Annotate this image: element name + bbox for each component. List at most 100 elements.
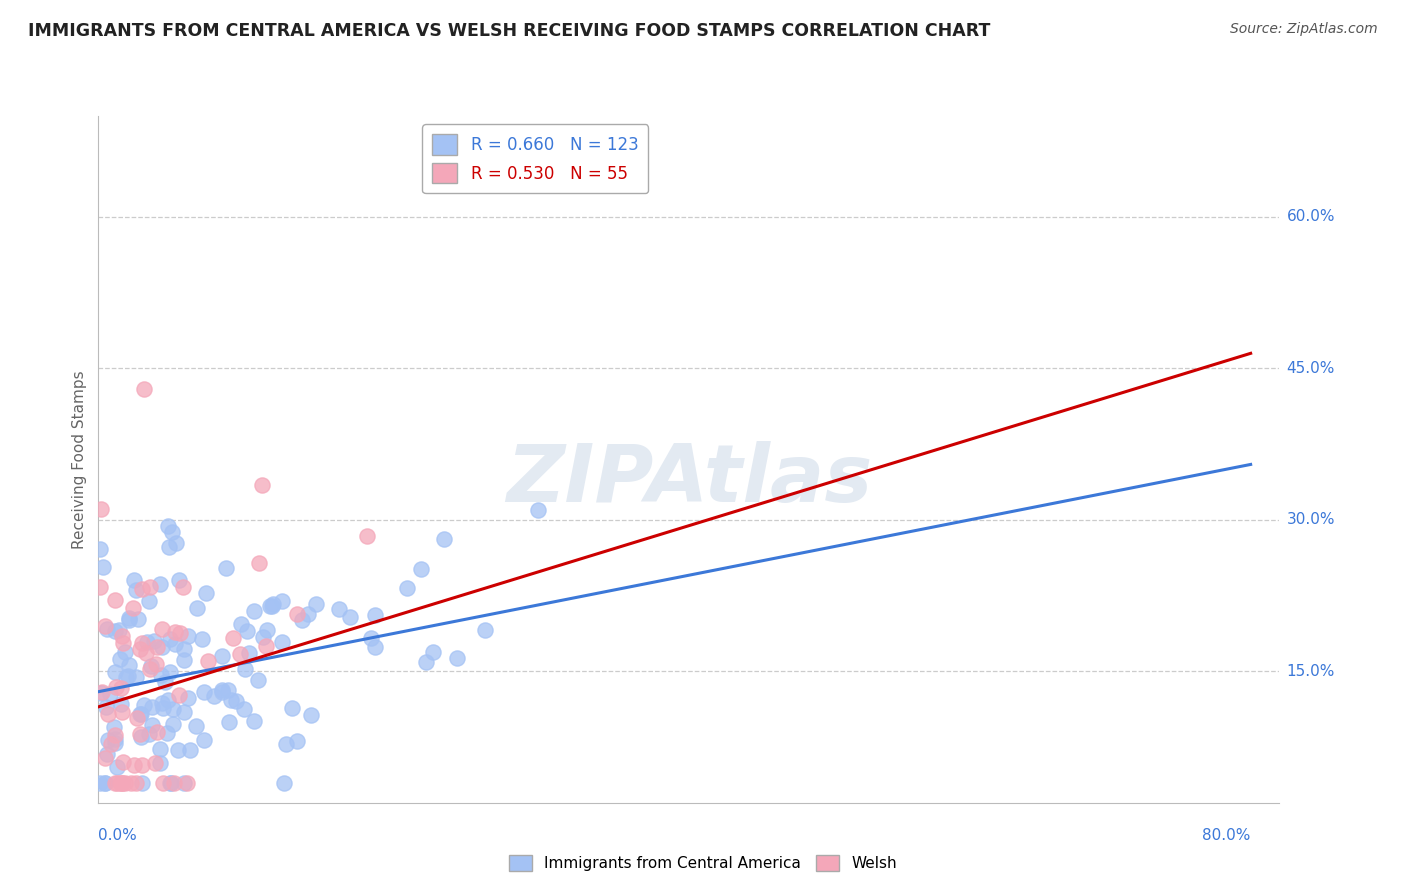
- Point: [176, 630, 198, 644]
- Text: IMMIGRANTS FROM CENTRAL AMERICA VS WELSH RECEIVING FOOD STAMPS CORRELATION CHART: IMMIGRANTS FROM CENTRAL AMERICA VS WELSH…: [28, 22, 990, 40]
- Point: [422, 645, 444, 659]
- Point: [149, 577, 172, 591]
- Point: [191, 632, 214, 647]
- Point: [173, 653, 195, 667]
- Point: [111, 775, 134, 789]
- Point: [110, 681, 132, 696]
- Point: [100, 737, 122, 751]
- Point: [238, 646, 260, 660]
- Point: [132, 382, 155, 396]
- Point: [156, 693, 179, 707]
- Point: [152, 696, 174, 710]
- Point: [247, 673, 270, 687]
- Point: [104, 593, 127, 607]
- Point: [96, 747, 118, 762]
- Point: [254, 639, 277, 653]
- Point: [135, 635, 157, 649]
- Point: [211, 685, 233, 699]
- Point: [285, 607, 308, 622]
- Point: [105, 775, 128, 789]
- Point: [225, 694, 247, 708]
- Point: [93, 775, 115, 789]
- Point: [195, 586, 218, 600]
- Point: [211, 683, 233, 698]
- Point: [229, 616, 252, 631]
- Point: [97, 733, 120, 747]
- Point: [114, 775, 136, 789]
- Point: [90, 686, 112, 700]
- Point: [150, 623, 173, 637]
- Point: [167, 688, 190, 702]
- Point: [159, 632, 181, 646]
- Point: [156, 519, 179, 533]
- Point: [159, 775, 181, 789]
- Point: [270, 594, 292, 608]
- Point: [250, 478, 273, 492]
- Point: [131, 775, 153, 789]
- Point: [364, 640, 387, 655]
- Point: [104, 728, 127, 742]
- Point: [132, 698, 155, 712]
- Point: [111, 629, 134, 643]
- Point: [173, 775, 195, 789]
- Point: [243, 714, 266, 729]
- Point: [125, 711, 148, 725]
- Point: [395, 581, 418, 595]
- Point: [156, 725, 179, 739]
- Point: [104, 775, 127, 789]
- Legend: R = 0.660   N = 123, R = 0.530   N = 55: R = 0.660 N = 123, R = 0.530 N = 55: [422, 124, 648, 194]
- Point: [305, 597, 328, 611]
- Point: [94, 750, 117, 764]
- Point: [111, 705, 134, 719]
- Point: [160, 775, 183, 789]
- Point: [297, 607, 319, 621]
- Point: [527, 503, 550, 517]
- Point: [415, 655, 437, 669]
- Point: [173, 706, 195, 720]
- Point: [273, 775, 295, 789]
- Point: [115, 670, 138, 684]
- Point: [252, 630, 274, 644]
- Point: [219, 692, 242, 706]
- Point: [131, 582, 153, 596]
- Point: [193, 684, 215, 698]
- Point: [104, 736, 127, 750]
- Point: [145, 657, 167, 671]
- Text: 15.0%: 15.0%: [1286, 664, 1336, 679]
- Point: [169, 625, 191, 640]
- Text: ZIPAtlas: ZIPAtlas: [506, 441, 872, 519]
- Point: [260, 599, 283, 614]
- Point: [129, 730, 152, 744]
- Point: [262, 597, 284, 611]
- Point: [105, 680, 128, 694]
- Point: [211, 649, 233, 664]
- Point: [138, 594, 160, 608]
- Point: [433, 533, 456, 547]
- Point: [114, 645, 136, 659]
- Point: [129, 727, 152, 741]
- Point: [143, 756, 166, 770]
- Point: [163, 624, 186, 639]
- Point: [364, 607, 387, 622]
- Point: [108, 652, 131, 666]
- Point: [104, 732, 127, 747]
- Point: [96, 622, 118, 636]
- Point: [193, 733, 215, 747]
- Point: [139, 659, 162, 673]
- Point: [146, 640, 169, 654]
- Point: [98, 687, 121, 701]
- Text: 45.0%: 45.0%: [1286, 361, 1336, 376]
- Text: Source: ZipAtlas.com: Source: ZipAtlas.com: [1230, 22, 1378, 37]
- Point: [165, 535, 187, 549]
- Point: [162, 702, 184, 716]
- Y-axis label: Receiving Food Stamps: Receiving Food Stamps: [72, 370, 87, 549]
- Point: [125, 775, 148, 789]
- Point: [128, 706, 150, 721]
- Point: [179, 743, 201, 757]
- Point: [131, 635, 153, 649]
- Point: [446, 651, 468, 665]
- Point: [152, 775, 174, 789]
- Point: [409, 562, 432, 576]
- Point: [97, 706, 120, 721]
- Point: [299, 708, 322, 723]
